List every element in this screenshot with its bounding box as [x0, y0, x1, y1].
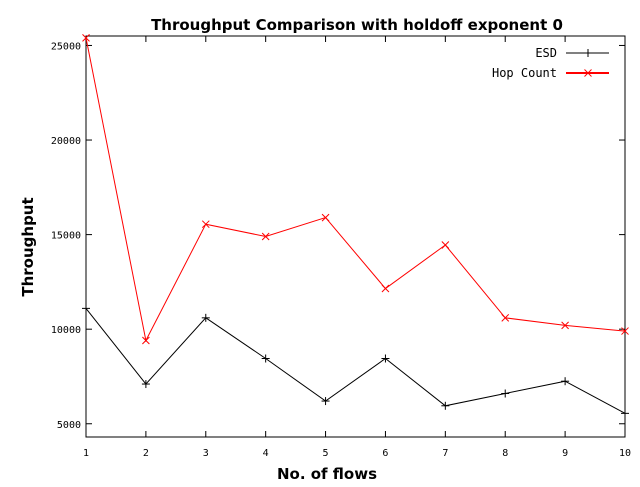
- data-point-hop-count: [261, 232, 270, 241]
- data-point-hop-count: [82, 34, 90, 42]
- data-point-esd: [141, 380, 150, 389]
- x-tick-label: 5: [323, 448, 329, 459]
- y-tick-label: 10000: [51, 325, 81, 336]
- series-layer: [82, 34, 629, 418]
- y-tick-label: 20000: [51, 136, 81, 147]
- data-point-hop-count: [142, 336, 150, 345]
- data-point-esd: [321, 397, 330, 406]
- legend: ESD Hop Count: [492, 46, 609, 80]
- legend-marker-esd: [584, 49, 592, 57]
- data-point-esd: [82, 304, 90, 313]
- x-tick-label: 9: [562, 448, 568, 459]
- legend-label-hop-count: Hop Count: [492, 66, 557, 80]
- data-point-esd: [441, 401, 450, 410]
- y-axis: 5000 10000 15000 20000 25000: [51, 41, 625, 431]
- data-point-esd: [261, 354, 270, 363]
- legend-label-esd: ESD: [535, 46, 557, 60]
- data-point-hop-count: [441, 241, 450, 249]
- data-point-esd: [501, 389, 510, 398]
- x-tick-label: 1: [83, 448, 89, 459]
- data-point-hop-count: [501, 313, 510, 322]
- data-point-esd: [201, 313, 210, 322]
- y-tick-label: 15000: [51, 231, 81, 242]
- y-tick-label: 25000: [51, 41, 81, 52]
- x-tick-label: 3: [203, 448, 209, 459]
- x-tick-label: 10: [619, 448, 631, 459]
- data-point-hop-count: [201, 220, 210, 229]
- x-tick-label: 6: [382, 448, 388, 459]
- x-tick-label: 7: [442, 448, 448, 459]
- data-point-hop-count: [621, 327, 629, 335]
- legend-marker-hop-count: [584, 69, 592, 77]
- data-point-esd: [561, 377, 570, 386]
- x-tick-label: 4: [263, 448, 269, 459]
- y-tick-label: 5000: [57, 420, 81, 431]
- series-line-esd: [85, 308, 626, 414]
- x-tick-label: 8: [502, 448, 508, 459]
- x-axis-label: No. of flows: [277, 465, 377, 483]
- chart-title: Throughput Comparison with holdoff expon…: [151, 16, 563, 34]
- y-axis-label: Throughput: [19, 197, 37, 296]
- x-tick-label: 2: [143, 448, 149, 459]
- data-point-esd: [621, 409, 629, 418]
- series-line-hop-count: [85, 37, 626, 343]
- plot-frame: [85, 35, 626, 438]
- x-axis: 1 2 3 4 5 6 7 8 9 10: [83, 36, 631, 459]
- data-point-esd: [381, 354, 390, 363]
- data-point-hop-count: [321, 213, 330, 222]
- data-point-hop-count: [561, 321, 569, 330]
- data-point-hop-count: [381, 284, 390, 293]
